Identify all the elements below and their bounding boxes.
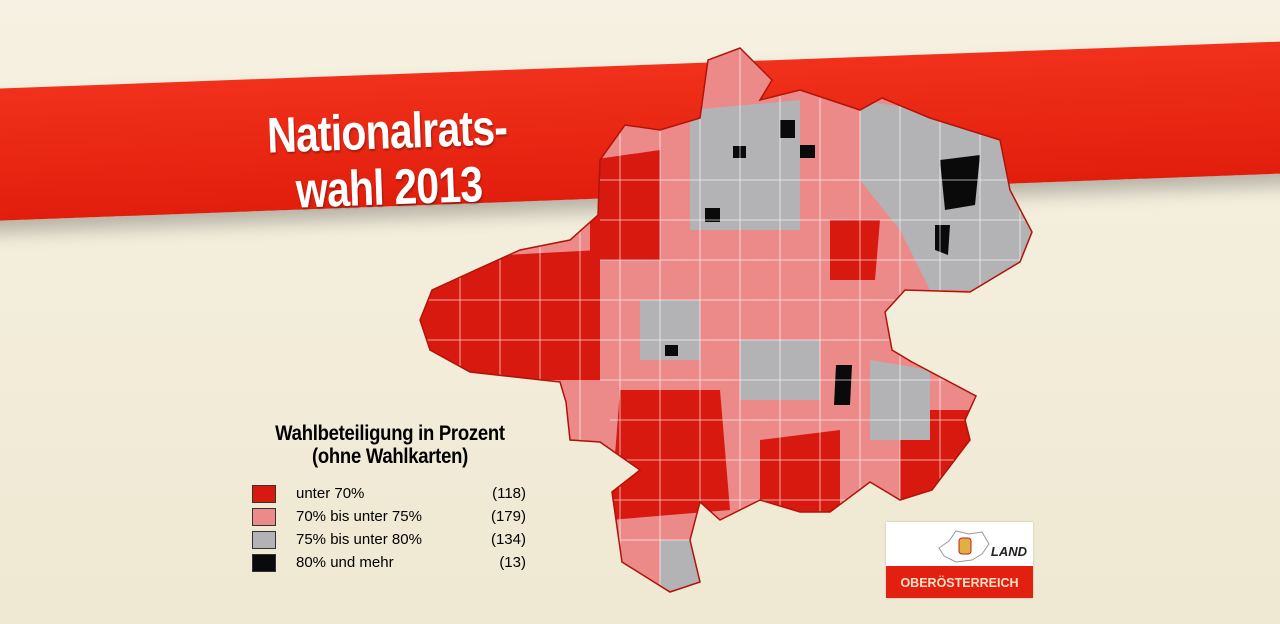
legend-count: (134) — [490, 531, 526, 548]
legend: Wahlbeteiligung in Prozent (ohne Wahlkar… — [230, 422, 550, 574]
legend-label: 75% bis unter 80% — [296, 531, 422, 548]
legend-swatch — [252, 484, 276, 503]
legend-item: unter 70% (118) — [252, 482, 550, 505]
region-under-70 — [830, 220, 880, 280]
title-line-2: wahl 2013 — [294, 156, 484, 219]
coat-of-arms-icon — [938, 530, 990, 563]
region-80-plus — [935, 225, 950, 255]
region-under-70 — [610, 390, 730, 520]
legend-item: 75% bis unter 80% (134) — [252, 528, 550, 551]
legend-label: 80% und mehr — [296, 554, 394, 571]
legend-count: (118) — [492, 485, 526, 502]
title-line-1: Nationalrats- — [266, 99, 508, 164]
region-75-80 — [640, 300, 700, 360]
logo-text-oberoesterreich: OBERÖSTERREICH — [900, 576, 1019, 590]
region-under-70 — [760, 430, 840, 520]
legend-title: Wahlbeteiligung in Prozent (ohne Wahlkar… — [249, 422, 531, 468]
legend-item: 70% bis unter 75% (179) — [252, 505, 550, 528]
legend-label: unter 70% — [296, 485, 365, 502]
region-under-70 — [590, 150, 660, 260]
legend-swatch — [252, 530, 276, 549]
region-75-80 — [660, 540, 700, 590]
region-80-plus — [834, 365, 852, 405]
region-under-70 — [420, 250, 600, 380]
region-75-80 — [690, 100, 800, 230]
region-80-plus — [940, 155, 980, 210]
page-title: Nationalrats- wahl 2013 — [255, 99, 521, 220]
legend-count: (179) — [490, 508, 526, 525]
logo-text-land: LAND — [990, 544, 1027, 559]
legend-count: (13) — [499, 554, 526, 571]
legend-title-line-1: Wahlbeteiligung in Prozent — [275, 422, 505, 445]
legend-title-line-2: (ohne Wahlkarten) — [311, 445, 469, 468]
legend-swatch — [252, 553, 276, 572]
legend-item: 80% und mehr (13) — [252, 551, 550, 574]
land-oberoesterreich-logo: LAND OBERÖSTERREICH — [886, 522, 1033, 598]
legend-swatch — [252, 507, 276, 526]
legend-label: 70% bis unter 75% — [296, 508, 422, 525]
